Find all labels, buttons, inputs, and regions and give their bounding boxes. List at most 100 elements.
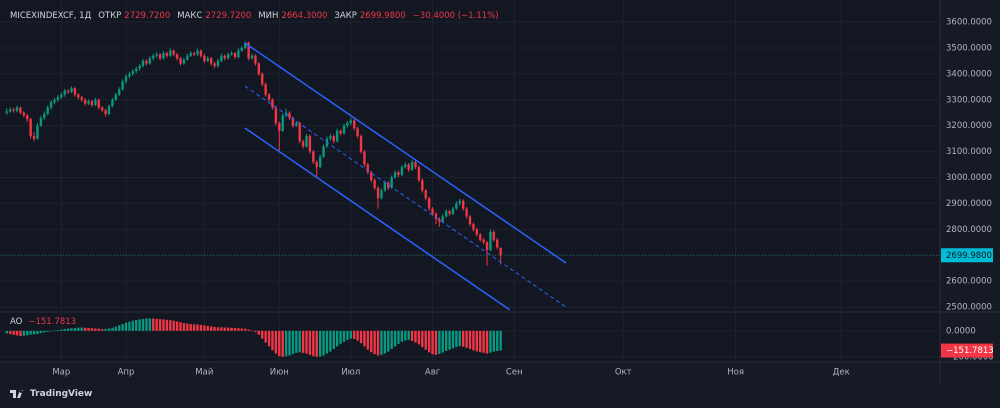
candle-body xyxy=(353,120,356,129)
candle-body xyxy=(36,125,39,139)
indicator-bar xyxy=(458,330,461,347)
ohlc-label: ОТКР xyxy=(98,11,122,21)
indicator-bar xyxy=(29,330,32,335)
indicator-bar xyxy=(485,330,489,354)
candle-body xyxy=(100,107,104,111)
indicator-bar xyxy=(100,329,104,331)
candle-body xyxy=(43,114,46,118)
candle-body xyxy=(305,136,308,147)
last-price-box xyxy=(941,248,993,263)
indicator-bar xyxy=(257,330,261,335)
brand[interactable]: TradingView xyxy=(10,389,92,399)
indicator-bar xyxy=(83,327,87,331)
indicator-bar xyxy=(465,330,468,348)
indicator-bar xyxy=(472,330,475,351)
indicator-bar xyxy=(233,327,237,331)
indicator-bar xyxy=(305,330,308,354)
candle-body xyxy=(366,164,370,173)
candle-body xyxy=(97,99,100,108)
indicator-bar xyxy=(261,330,264,339)
indicator-bar xyxy=(60,329,63,331)
indicator-bar xyxy=(489,330,492,353)
indicator-bar xyxy=(128,321,131,331)
indicator-bar xyxy=(390,330,393,350)
candle-body xyxy=(393,172,397,178)
candle-body xyxy=(335,130,339,142)
indicator-bar xyxy=(244,328,247,331)
candle-body xyxy=(291,117,295,126)
indicator-bar xyxy=(121,324,124,331)
indicator-bar xyxy=(56,330,60,331)
candle-body xyxy=(169,50,172,56)
indicator-bar xyxy=(94,328,97,331)
indicator-bar xyxy=(482,330,485,353)
candle-body xyxy=(441,216,444,222)
indicator-bar xyxy=(104,328,107,331)
candle-body xyxy=(444,211,448,217)
indicator-bar xyxy=(220,327,223,331)
indicator-bar xyxy=(124,322,128,331)
indicator-bar xyxy=(346,330,349,340)
candle-body xyxy=(264,84,267,95)
indicator-bar xyxy=(448,330,451,350)
candle-body xyxy=(288,112,291,118)
y-tick-label: 2900.0000 xyxy=(946,199,992,209)
indicator-bar xyxy=(240,328,244,331)
indicator-bar xyxy=(397,330,400,344)
candle-body xyxy=(349,120,352,124)
indicator-bar xyxy=(182,323,186,331)
candle-body xyxy=(404,164,407,168)
candle-body xyxy=(489,231,492,251)
y-tick-label: 3400.0000 xyxy=(946,69,992,79)
candle-body xyxy=(60,94,63,98)
indicator-bar xyxy=(329,330,332,352)
indicator-bar xyxy=(407,330,410,340)
indicator-bar xyxy=(80,327,83,331)
candle-body xyxy=(90,101,94,105)
indicator-bar xyxy=(172,320,175,331)
candle-body xyxy=(407,164,410,170)
candle-body xyxy=(332,136,335,142)
indicator-bar xyxy=(15,330,19,336)
indicator-bar xyxy=(237,328,240,331)
candle-body xyxy=(15,107,19,111)
indicator-bar xyxy=(496,330,499,351)
candle-body xyxy=(431,208,434,214)
x-tick-label: Дек xyxy=(833,368,850,378)
ohlc-value: 2729.7200 xyxy=(124,11,171,21)
indicator-bar xyxy=(427,330,431,353)
candle-body xyxy=(448,211,451,214)
candle-body xyxy=(318,156,322,168)
candle-body xyxy=(298,123,301,142)
candle-body xyxy=(499,247,502,256)
indicator-bar xyxy=(53,330,56,332)
indicator-bar xyxy=(9,330,12,335)
candle-body xyxy=(387,182,390,188)
candle-body xyxy=(479,234,482,240)
indicator-bar xyxy=(417,330,421,345)
indicator-bar xyxy=(158,319,162,331)
indicator-bar xyxy=(288,330,291,356)
indicator-bar xyxy=(114,326,117,331)
x-tick-label: Май xyxy=(195,368,213,378)
channel-line xyxy=(244,85,567,308)
indicator-bar xyxy=(431,330,434,355)
candle-body xyxy=(482,239,485,243)
indicator-bar xyxy=(165,319,169,331)
indicator-bar xyxy=(267,330,271,347)
candle-body xyxy=(155,54,158,56)
indicator-bar xyxy=(49,330,53,332)
candle-body xyxy=(26,115,29,120)
candle-body xyxy=(274,107,278,124)
brand-name: TradingView xyxy=(30,389,93,399)
candle-body xyxy=(104,110,107,115)
indicator-bar xyxy=(438,330,441,354)
candle-body xyxy=(261,73,264,85)
indicator-bar xyxy=(284,330,288,357)
indicator-bar xyxy=(226,327,230,331)
indicator-bar xyxy=(26,330,29,336)
indicator-bar xyxy=(271,330,274,351)
y-tick-label: 2600.0000 xyxy=(946,277,992,287)
candle-body xyxy=(12,109,15,111)
candle-body xyxy=(203,55,206,61)
